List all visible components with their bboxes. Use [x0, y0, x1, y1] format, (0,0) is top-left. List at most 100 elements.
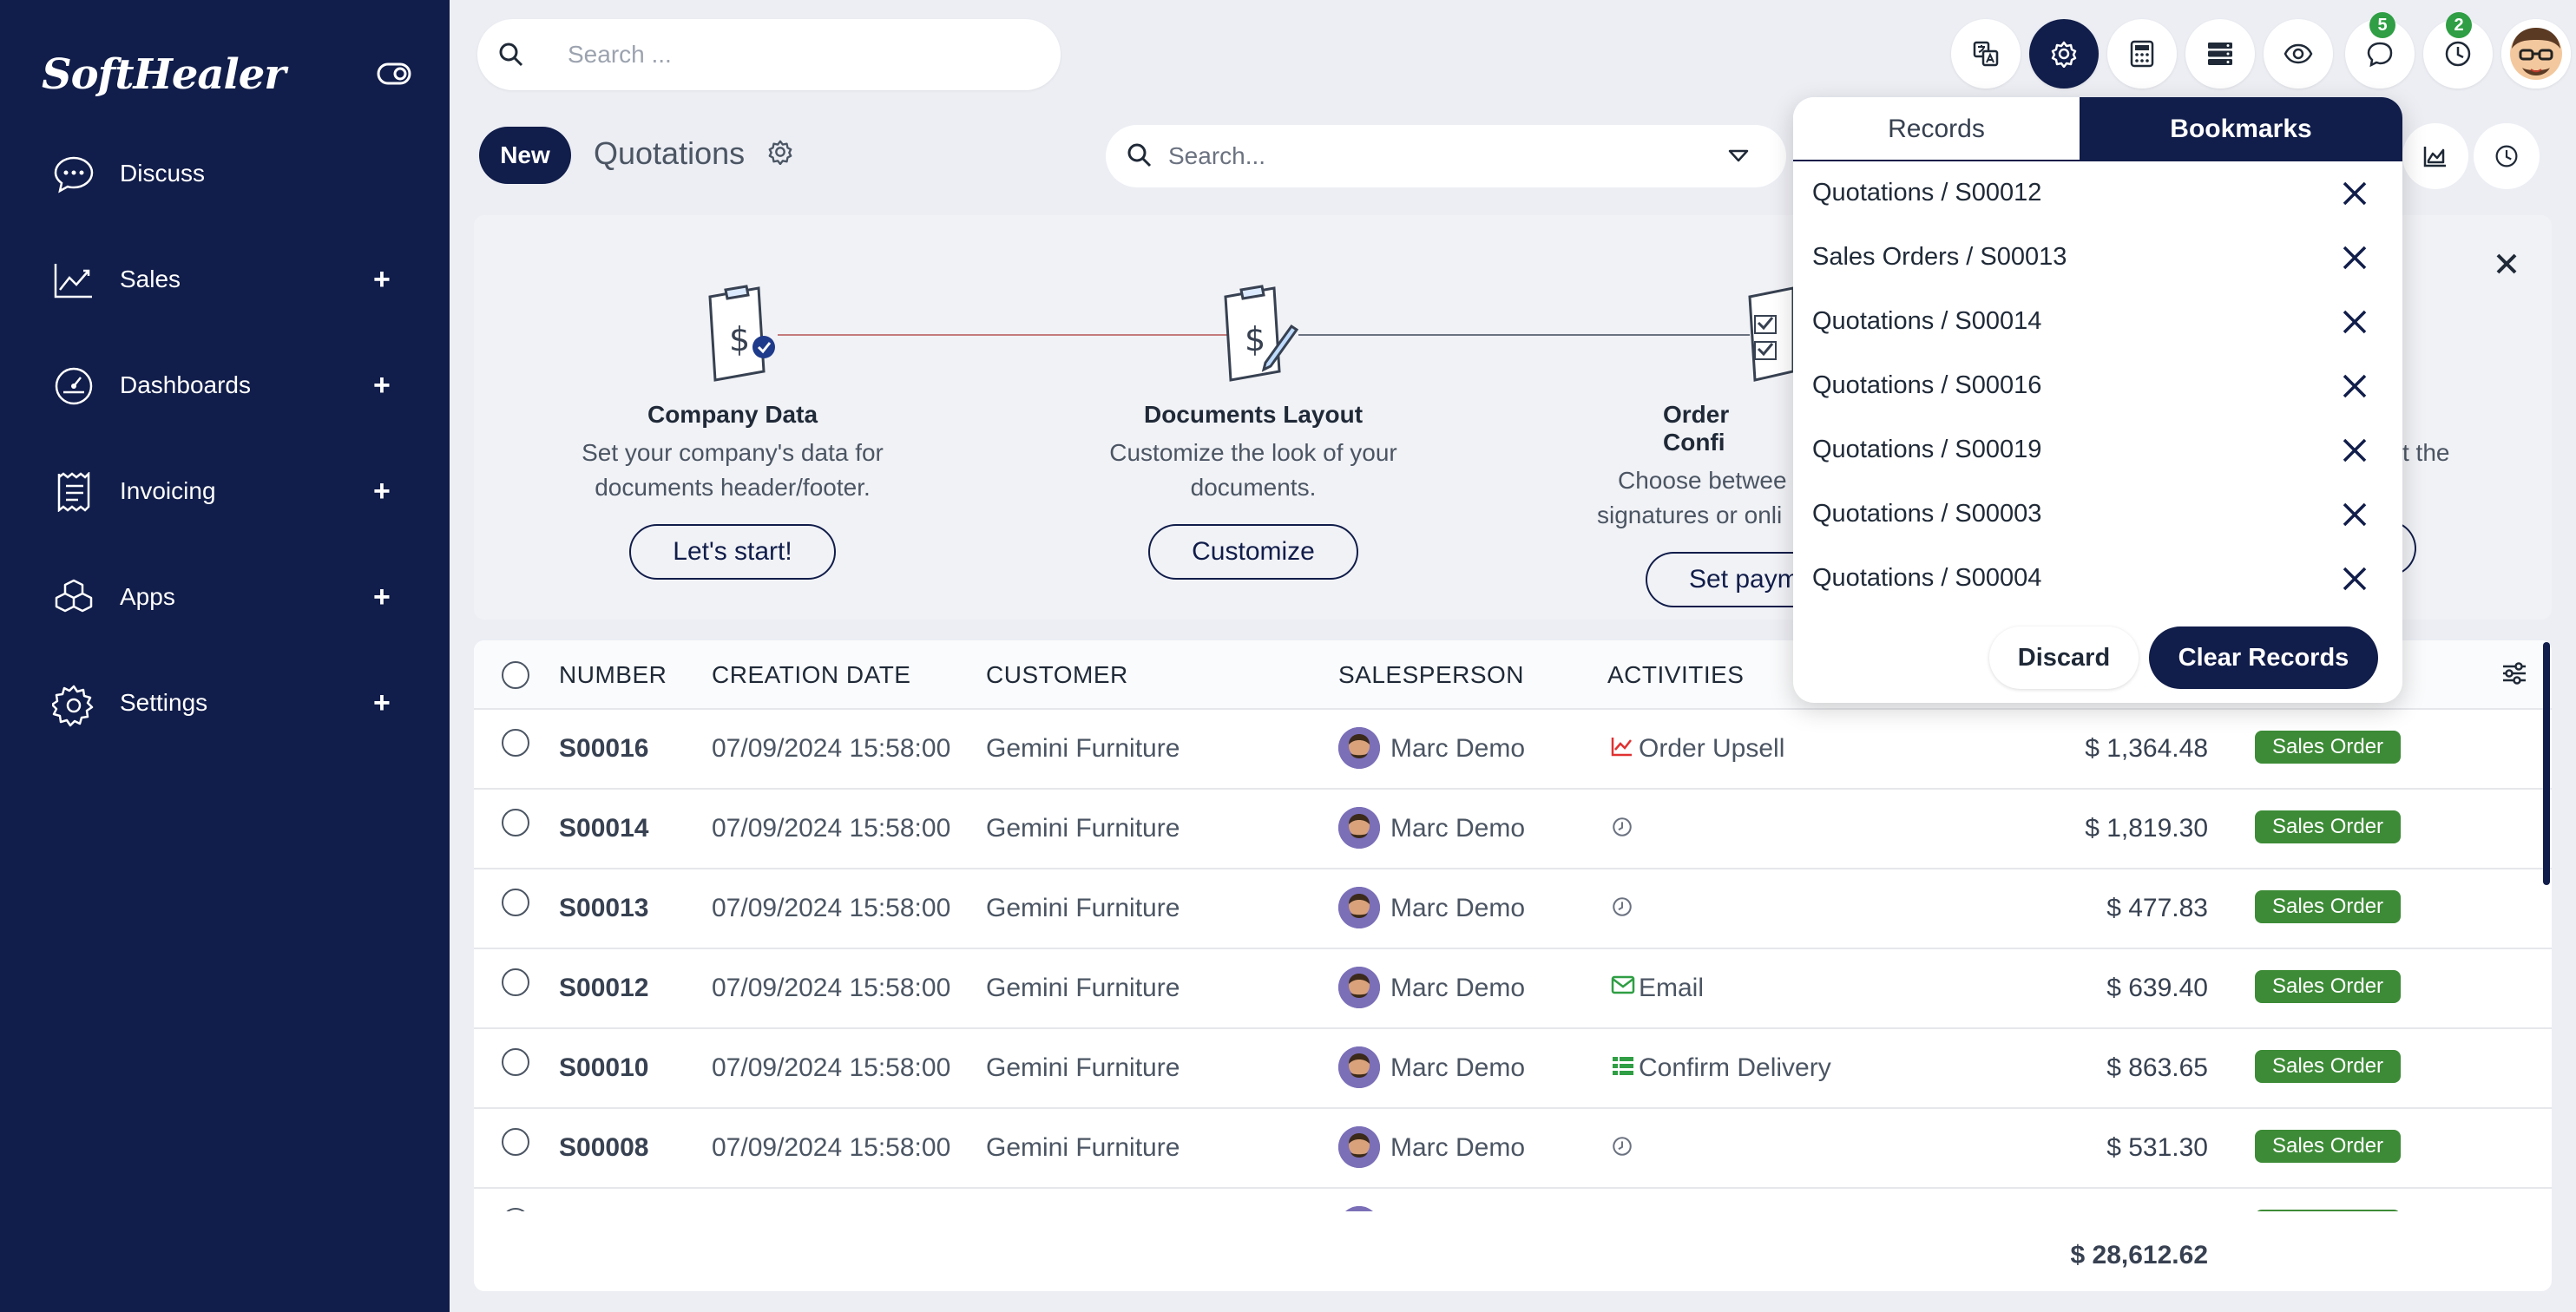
- step-description: signatures or onli: [1597, 502, 1783, 528]
- gear-icon[interactable]: [767, 139, 793, 165]
- sidebar-toggle-icon[interactable]: [377, 62, 411, 85]
- brand-logo[interactable]: SoftHealer: [42, 50, 286, 99]
- chat-icon: [2366, 41, 2394, 67]
- row-checkbox[interactable]: [502, 729, 529, 757]
- bookmark-item[interactable]: Quotations / S00014: [1793, 290, 2402, 354]
- column-header-activities[interactable]: ACTIVITIES: [1607, 661, 1745, 688]
- table-row[interactable]: S00008 07/09/2024 15:58:00 Gemini Furnitur…: [474, 1109, 2552, 1189]
- search-icon: [1127, 142, 1153, 168]
- bookmark-item[interactable]: Quotations / S00004: [1793, 547, 2402, 611]
- gear-icon: [52, 684, 95, 727]
- column-header-salesperson[interactable]: SALESPERSON: [1338, 661, 1525, 688]
- close-icon[interactable]: [2340, 243, 2369, 272]
- envelope-icon[interactable]: [1611, 975, 1635, 994]
- sidebar-item-apps[interactable]: Apps +: [0, 562, 450, 632]
- close-icon[interactable]: [2340, 307, 2369, 337]
- tab-bookmarks[interactable]: Bookmarks: [2080, 97, 2402, 161]
- bookmark-label[interactable]: Quotations / S00014: [1812, 307, 2042, 335]
- translate-button[interactable]: [1951, 19, 2021, 89]
- close-icon[interactable]: [2340, 564, 2369, 594]
- row-checkbox[interactable]: [502, 1128, 529, 1156]
- lets-start-button[interactable]: Let's start!: [629, 524, 836, 580]
- column-header-number[interactable]: NUMBER: [559, 661, 667, 688]
- expand-plus-icon[interactable]: +: [373, 580, 391, 613]
- tab-records[interactable]: Records: [1793, 97, 2080, 161]
- clock-icon[interactable]: [1611, 816, 1633, 838]
- global-search-input[interactable]: [568, 35, 1019, 75]
- clock-icon: [2494, 144, 2519, 168]
- list-icon[interactable]: [1611, 1055, 1635, 1076]
- server-stack-icon: [2206, 41, 2234, 67]
- sidebar-item-invoicing[interactable]: Invoicing +: [0, 456, 450, 526]
- user-avatar[interactable]: [2501, 19, 2571, 89]
- clock-icon[interactable]: [1611, 895, 1633, 918]
- order-number: S00012: [559, 974, 649, 1002]
- table-row[interactable]: S00014 07/09/2024 15:58:00 Gemini Furnitur…: [474, 790, 2552, 869]
- view-button[interactable]: [2264, 19, 2333, 89]
- expand-plus-icon[interactable]: +: [373, 686, 391, 719]
- sidebar-item-settings[interactable]: Settings +: [0, 668, 450, 738]
- activity-view-button[interactable]: [2474, 123, 2540, 189]
- settings-button[interactable]: [2029, 19, 2099, 89]
- sidebar-item-label: Sales: [120, 266, 181, 292]
- graph-view-button[interactable]: [2402, 123, 2468, 189]
- bookmark-item[interactable]: Sales Orders / S00013: [1793, 226, 2402, 290]
- table-row[interactable]: S00012 07/09/2024 15:58:00 Gemini Furnitur…: [474, 949, 2552, 1029]
- bookmark-label[interactable]: Sales Orders / S00013: [1812, 243, 2067, 271]
- table-row[interactable]: S00013 07/09/2024 15:58:00 Gemini Furnitur…: [474, 869, 2552, 949]
- table-row[interactable]: S00016 07/09/2024 15:58:00 Gemini Furnitur…: [474, 710, 2552, 790]
- bookmark-label[interactable]: Quotations / S00016: [1812, 371, 2042, 399]
- bookmark-item[interactable]: Quotations / S00016: [1793, 354, 2402, 418]
- table-scrollbar[interactable]: [2543, 642, 2550, 885]
- salesperson-name: Marc Demo: [1390, 894, 1526, 922]
- salesperson-avatar: [1338, 1046, 1380, 1088]
- expand-plus-icon[interactable]: +: [373, 368, 391, 402]
- bookmark-label[interactable]: Quotations / S00003: [1812, 500, 2042, 528]
- close-icon[interactable]: [2494, 252, 2519, 276]
- row-checkbox[interactable]: [502, 889, 529, 916]
- bookmark-label[interactable]: Quotations / S00004: [1812, 564, 2042, 592]
- column-header-creation-date[interactable]: CREATION DATE: [712, 661, 911, 688]
- bookmark-label[interactable]: Quotations / S00019: [1812, 436, 2042, 463]
- close-icon[interactable]: [2340, 436, 2369, 465]
- list-search-input[interactable]: [1168, 137, 1602, 175]
- close-icon[interactable]: [2340, 500, 2369, 529]
- close-icon[interactable]: [2340, 371, 2369, 401]
- sidebar-item-dashboards[interactable]: Dashboards +: [0, 351, 450, 420]
- bookmark-item[interactable]: Quotations / S00012: [1793, 161, 2402, 226]
- chart-icon[interactable]: [1611, 736, 1633, 757]
- step-description: documents.: [1190, 474, 1317, 501]
- activities-button[interactable]: [2423, 19, 2493, 89]
- row-checkbox[interactable]: [502, 809, 529, 836]
- step-connector: [778, 334, 1229, 336]
- set-payments-button[interactable]: Set paym: [1646, 552, 1793, 607]
- page-title[interactable]: Quotations: [594, 135, 746, 171]
- close-icon[interactable]: [2340, 179, 2369, 208]
- customize-button[interactable]: Customize: [1148, 524, 1358, 580]
- eye-icon: [2284, 43, 2313, 64]
- new-button[interactable]: New: [479, 127, 571, 184]
- column-header-customer[interactable]: CUSTOMER: [986, 661, 1128, 688]
- caret-down-icon[interactable]: [1727, 146, 1750, 165]
- bookmark-item[interactable]: Quotations / S00003: [1793, 482, 2402, 547]
- expand-plus-icon[interactable]: +: [373, 474, 391, 508]
- optional-columns-icon[interactable]: [2501, 661, 2527, 686]
- onboarding-step-company-data: Company Data Set your company's data for…: [542, 401, 923, 580]
- select-all-checkbox[interactable]: [502, 661, 529, 689]
- row-checkbox[interactable]: [502, 1048, 529, 1076]
- row-checkbox[interactable]: [502, 1208, 529, 1211]
- row-checkbox[interactable]: [502, 968, 529, 996]
- clock-icon[interactable]: [1611, 1135, 1633, 1158]
- discard-button[interactable]: Discard: [1989, 626, 2139, 689]
- expand-plus-icon[interactable]: +: [373, 262, 391, 296]
- bookmark-item[interactable]: Quotations / S00019: [1793, 418, 2402, 482]
- bookmark-label[interactable]: Quotations / S00012: [1812, 179, 2042, 207]
- server-button[interactable]: [2185, 19, 2255, 89]
- sidebar-item-discuss[interactable]: Discuss: [0, 139, 450, 208]
- sidebar-item-sales[interactable]: Sales +: [0, 245, 450, 314]
- onboarding-step-order-confirmation: Order Confi Choose betwee signatures or …: [1597, 401, 1793, 607]
- clear-records-button[interactable]: Clear Records: [2149, 626, 2378, 689]
- table-row[interactable]: S00010 07/09/2024 15:58:00 Gemini Furnitur…: [474, 1029, 2552, 1109]
- calculator-button[interactable]: [2107, 19, 2177, 89]
